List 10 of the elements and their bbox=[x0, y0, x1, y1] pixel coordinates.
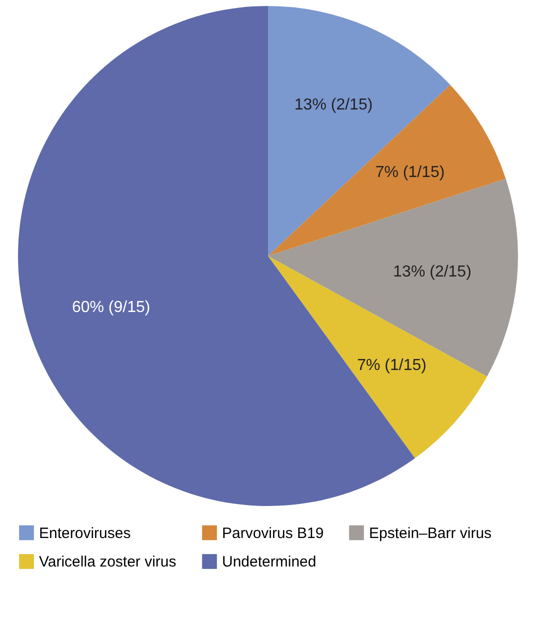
data-label: 7% (1/15) bbox=[375, 164, 445, 182]
legend-label: Parvovirus B19 bbox=[222, 524, 324, 542]
data-label: 13% (2/15) bbox=[294, 96, 373, 114]
legend-label: Varicella zoster virus bbox=[39, 554, 176, 570]
legend-label: Epstein–Barr virus bbox=[369, 524, 492, 542]
data-label: 13% (2/15) bbox=[393, 264, 472, 281]
data-label: 7% (1/15) bbox=[357, 357, 426, 374]
data-label: 60% (9/15) bbox=[72, 298, 150, 316]
legend-label: Undetermined bbox=[222, 554, 316, 570]
legend-label: Enteroviruses bbox=[39, 524, 131, 542]
